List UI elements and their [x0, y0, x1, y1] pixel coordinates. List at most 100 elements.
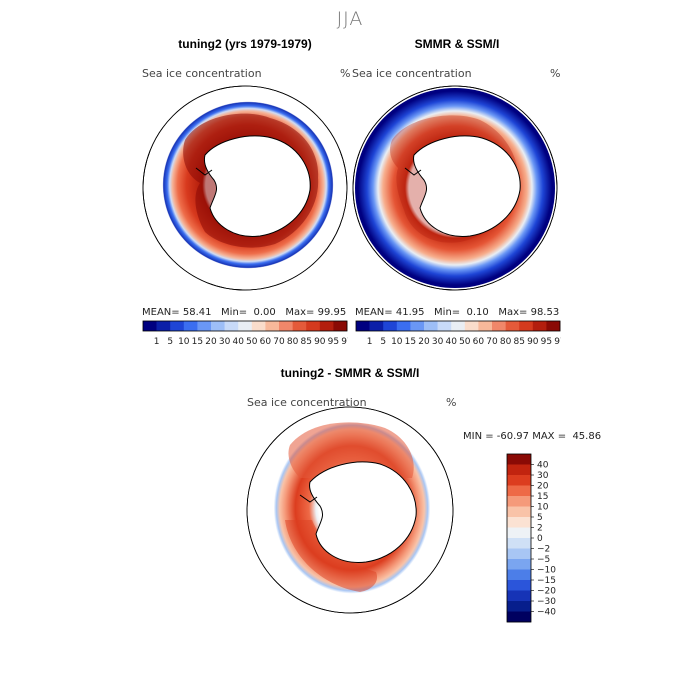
panel-3-title: tuning2 - SMMR & SSM/I [280, 366, 420, 380]
colorbar-tick-label: 20 [205, 337, 217, 347]
colorbar-swatch [507, 506, 531, 518]
colorbar-swatch [507, 580, 531, 591]
colorbar-tick-label: 85 [513, 337, 524, 347]
colorbar-tick-label: 5 [167, 337, 173, 347]
colorbar-tick-label: 15 [192, 337, 203, 347]
colorbar-tick-label: 1 [367, 337, 373, 347]
mean-value: 58.41 [182, 307, 212, 318]
colorbar-swatch [507, 569, 531, 581]
panel-1-stats: MEAN= 58.41 Min= 0.00 Max= 99.95 [142, 307, 346, 318]
colorbar-tick-label: 40 [445, 337, 457, 347]
colorbar-frame [355, 320, 561, 332]
colorbar-tick-label: 60 [260, 337, 272, 347]
colorbar-tick-label: −10 [537, 566, 556, 576]
colorbar-swatch [507, 538, 531, 549]
colorbar-tick-label: 30 [432, 337, 444, 347]
colorbar-swatch [306, 321, 321, 331]
colorbar-tick-label: 0 [537, 534, 543, 544]
colorbar-tick-label: 5 [537, 513, 543, 523]
panel-1-map [142, 85, 348, 291]
colorbar-tick-label: 2 [537, 524, 543, 534]
colorbar-frame [142, 320, 348, 332]
colorbar-tick-label: 70 [486, 337, 498, 347]
colorbar-swatch [143, 321, 157, 331]
colorbar-tick-label: 1 [154, 337, 160, 347]
panel-3-variable-label: Sea ice concentration [247, 396, 367, 409]
max-value: 98.53 [530, 307, 560, 318]
max-label: Max= [285, 307, 315, 318]
colorbar-swatch [224, 321, 239, 331]
colorbar-tick-label: 90 [314, 337, 326, 347]
colorbar-tick-label: 95 [541, 337, 552, 347]
colorbar-tick-label: −5 [537, 555, 550, 565]
panel-1-title: tuning2 (yrs 1979-1979) [178, 37, 312, 51]
colorbar-tick-label: 50 [459, 337, 471, 347]
panel-1-variable-label: Sea ice concentration [142, 67, 262, 80]
colorbar-swatch [369, 321, 384, 331]
min-label: Min= [221, 307, 248, 318]
panel-2-title: SMMR & SSM/I [414, 37, 500, 51]
season-title: JJA [336, 8, 364, 30]
colorbar-tick-label: 70 [273, 337, 285, 347]
colorbar-swatch [492, 321, 506, 331]
colorbar-swatch [356, 321, 370, 331]
colorbar-swatch [507, 601, 531, 612]
panel-2-map [352, 85, 558, 291]
min-label: Min= [434, 307, 461, 318]
colorbar-swatch [211, 321, 225, 331]
colorbar-swatch [451, 321, 466, 331]
colorbar-swatch [333, 321, 348, 331]
colorbar-swatch [507, 548, 531, 560]
colorbar-swatch [507, 496, 531, 507]
colorbar-swatch [507, 485, 531, 497]
colorbar-tick-label: 40 [232, 337, 244, 347]
colorbar-swatch [424, 321, 438, 331]
max-value: 99.95 [317, 307, 347, 318]
colorbar-swatch [507, 454, 531, 465]
colorbar-tick-label: −15 [537, 576, 556, 586]
colorbar-tick-label: 30 [537, 471, 549, 481]
mean-label: MEAN= [355, 307, 393, 318]
colorbar-swatch [170, 321, 185, 331]
min-value: 0.00 [253, 307, 276, 318]
colorbar-tick-label: 80 [287, 337, 299, 347]
colorbar-tick-label: 10 [391, 337, 403, 347]
colorbar-swatch [319, 321, 334, 331]
colorbar-tick-label: −30 [537, 597, 556, 607]
colorbar-swatch [279, 321, 293, 331]
colorbar-swatch [251, 321, 266, 331]
panel-3-map [246, 406, 454, 614]
colorbar-swatch [546, 321, 561, 331]
colorbar-swatch [396, 321, 411, 331]
colorbar-tick-label: 15 [405, 337, 416, 347]
colorbar-swatch [507, 475, 531, 486]
colorbar-tick-label: 20 [418, 337, 430, 347]
panel-2-stats: MEAN= 41.95 Min= 0.10 Max= 98.53 [355, 307, 559, 318]
colorbar-tick-label: 10 [537, 503, 549, 513]
colorbar-tick-label: 97 [341, 337, 348, 347]
colorbar-swatch [410, 321, 425, 331]
max-label: Max= [498, 307, 528, 318]
colorbar-tick-label: 50 [246, 337, 258, 347]
colorbar-tick-label: 40 [537, 461, 549, 471]
colorbar-tick-label: 10 [178, 337, 190, 347]
colorbar-swatch [507, 517, 531, 528]
panel-2-unit: % [550, 67, 561, 80]
colorbar-tick-label: 60 [473, 337, 485, 347]
colorbar-swatch [156, 321, 171, 331]
colorbar-tick-label: 15 [537, 492, 548, 502]
colorbar-swatch [197, 321, 212, 331]
panel-2-variable-label: Sea ice concentration [352, 67, 472, 80]
panel-3-stats: MIN = -60.97 MAX = 45.86 [463, 431, 602, 442]
colorbar-tick-label: 85 [300, 337, 311, 347]
min-value: 0.10 [466, 307, 489, 318]
colorbar-swatch [437, 321, 452, 331]
colorbar-tick-label: −40 [537, 608, 556, 618]
colorbar-swatch [507, 527, 531, 539]
panel-3-unit: % [446, 396, 457, 409]
mean-label: MEAN= [142, 307, 180, 318]
mean-value: 41.95 [395, 307, 425, 318]
colorbar-swatch [265, 321, 280, 331]
colorbar-swatch [507, 464, 531, 476]
